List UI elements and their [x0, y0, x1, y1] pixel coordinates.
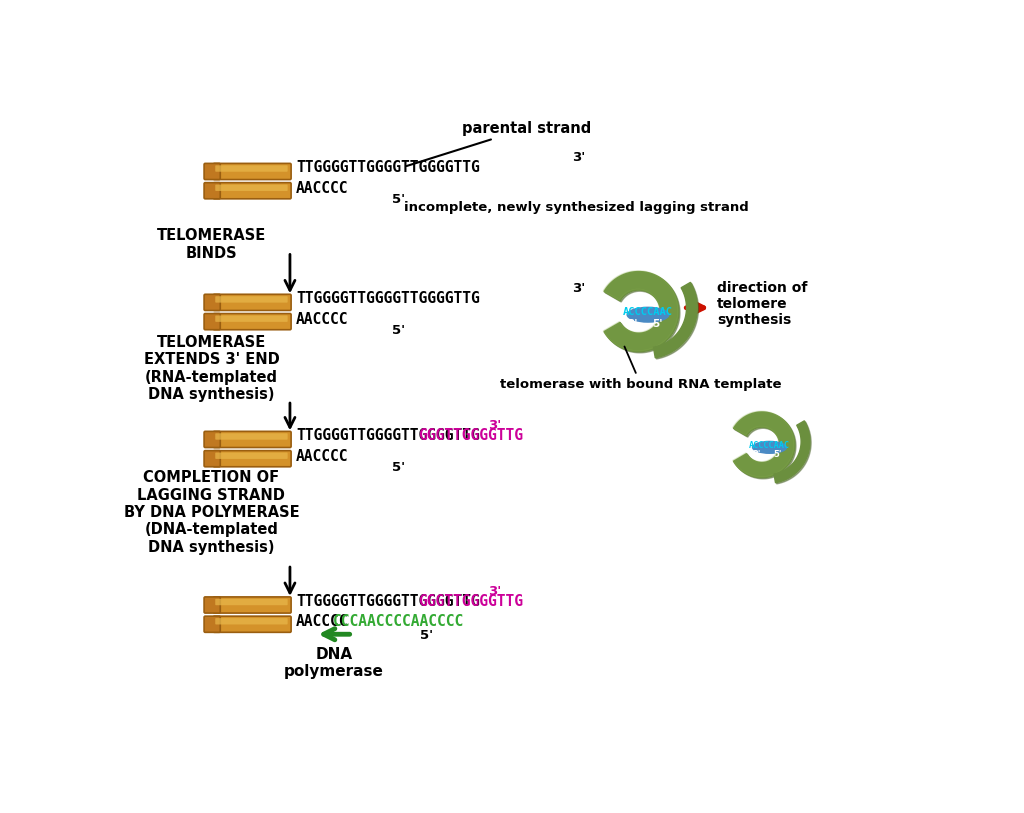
FancyBboxPatch shape [213, 314, 291, 330]
Text: 3': 3' [628, 319, 638, 329]
FancyBboxPatch shape [204, 183, 220, 199]
Text: AACCCC: AACCCC [296, 312, 348, 327]
Text: COMPLETION OF
LAGGING STRAND
BY DNA POLYMERASE
(DNA-templated
DNA synthesis): COMPLETION OF LAGGING STRAND BY DNA POLY… [124, 470, 299, 554]
Polygon shape [734, 413, 796, 479]
Polygon shape [653, 282, 697, 358]
FancyBboxPatch shape [215, 165, 288, 172]
Text: 5': 5' [420, 628, 433, 641]
FancyBboxPatch shape [215, 296, 288, 302]
FancyBboxPatch shape [204, 450, 220, 467]
Text: 5': 5' [652, 319, 663, 329]
Text: TELOMERASE
EXTENDS 3' END
(RNA-templated
DNA synthesis): TELOMERASE EXTENDS 3' END (RNA-templated… [143, 335, 280, 402]
FancyBboxPatch shape [204, 597, 220, 613]
Text: AACCCC: AACCCC [296, 615, 348, 629]
Text: TTGGGGTTGGGGTTGGGGTTG: TTGGGGTTGGGGTTGGGGTTG [296, 428, 480, 443]
FancyBboxPatch shape [204, 314, 220, 330]
Text: GGGTTGGGGTTG: GGGTTGGGGTTG [418, 428, 523, 443]
Ellipse shape [627, 307, 670, 323]
Text: 5': 5' [392, 324, 406, 337]
FancyBboxPatch shape [215, 599, 288, 605]
Text: parental strand: parental strand [407, 121, 591, 166]
FancyBboxPatch shape [213, 163, 291, 180]
FancyBboxPatch shape [213, 450, 291, 467]
Text: DNA
polymerase: DNA polymerase [284, 646, 384, 679]
Text: 3': 3' [488, 419, 501, 432]
Polygon shape [733, 411, 794, 477]
Text: 3': 3' [753, 450, 761, 459]
Polygon shape [605, 272, 680, 353]
Text: TTGGGGTTGGGGTTGGGGTTG: TTGGGGTTGGGGTTGGGGTTG [296, 291, 480, 306]
FancyBboxPatch shape [213, 432, 291, 447]
Text: 3': 3' [488, 585, 501, 598]
Polygon shape [775, 422, 811, 484]
FancyBboxPatch shape [204, 432, 220, 447]
Text: telomerase with bound RNA template: telomerase with bound RNA template [500, 346, 781, 391]
Text: GGGTTGGGGTTG: GGGTTGGGGTTG [418, 593, 523, 609]
Polygon shape [604, 272, 679, 352]
Text: 5': 5' [392, 462, 406, 475]
Text: TTGGGGTTGGGGTTGGGGTTG: TTGGGGTTGGGGTTGGGGTTG [296, 160, 480, 175]
Polygon shape [603, 271, 678, 351]
FancyBboxPatch shape [213, 616, 291, 633]
FancyBboxPatch shape [215, 618, 288, 624]
Text: 3': 3' [571, 151, 585, 164]
Text: TELOMERASE
BINDS: TELOMERASE BINDS [157, 228, 266, 261]
Text: 5': 5' [773, 450, 781, 459]
Polygon shape [774, 421, 810, 483]
Text: AACCCC: AACCCC [296, 181, 348, 196]
FancyBboxPatch shape [213, 183, 291, 199]
FancyBboxPatch shape [215, 185, 288, 191]
FancyBboxPatch shape [215, 453, 288, 459]
FancyBboxPatch shape [204, 294, 220, 311]
Text: TTGGGGTTGGGGTTGGGGTTG: TTGGGGTTGGGGTTGGGGTTG [296, 593, 480, 609]
Text: ACCCCAAC: ACCCCAAC [623, 307, 673, 317]
FancyBboxPatch shape [213, 597, 291, 613]
Text: incomplete, newly synthesized lagging strand: incomplete, newly synthesized lagging st… [403, 201, 749, 214]
Text: ACCCCAAC: ACCCCAAC [749, 441, 791, 450]
Text: 5': 5' [392, 193, 406, 207]
FancyBboxPatch shape [213, 294, 291, 311]
Polygon shape [654, 284, 698, 359]
FancyBboxPatch shape [204, 163, 220, 180]
Polygon shape [733, 412, 795, 478]
Ellipse shape [752, 441, 787, 454]
FancyBboxPatch shape [215, 433, 288, 440]
FancyBboxPatch shape [204, 616, 220, 633]
Text: CCCAACCCCAACCCC: CCCAACCCCAACCCC [333, 615, 464, 629]
Text: 3': 3' [571, 282, 585, 295]
Text: AACCCC: AACCCC [296, 449, 348, 464]
FancyBboxPatch shape [215, 315, 288, 322]
Text: direction of
telomere
synthesis: direction of telomere synthesis [717, 280, 808, 327]
